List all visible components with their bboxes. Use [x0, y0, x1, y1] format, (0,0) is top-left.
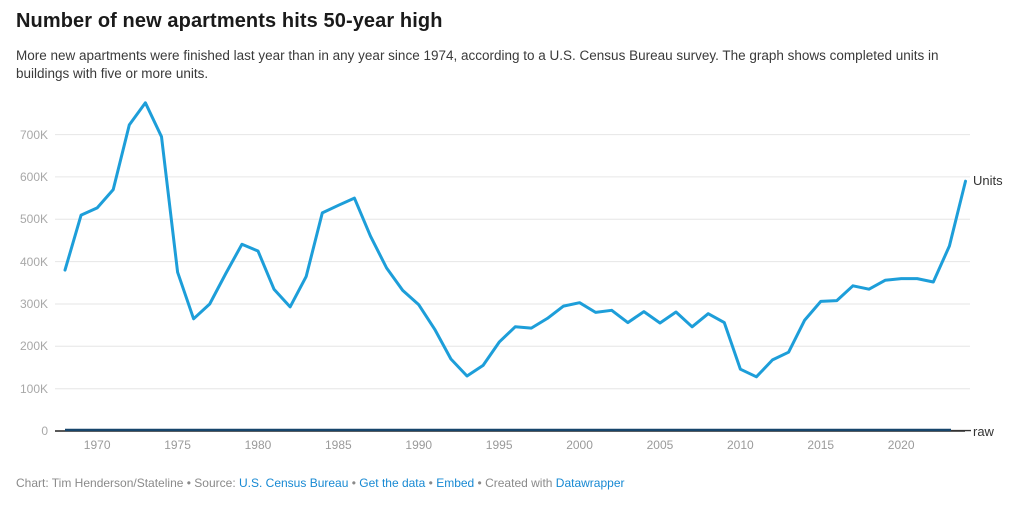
footer-separator: • — [348, 476, 360, 490]
footer-separator: • — [474, 476, 486, 490]
y-axis-tick-label: 100K — [19, 381, 48, 396]
footer-separator: • — [183, 476, 195, 490]
y-axis-tick-label: 0 — [41, 424, 48, 438]
footer-separator: • — [425, 476, 437, 490]
x-axis-tick-label: 2010 — [727, 438, 754, 452]
y-axis-tick-label: 400K — [19, 254, 48, 269]
y-axis-tick-label: 700K — [19, 127, 48, 142]
x-axis-tick-label: 2000 — [566, 438, 593, 452]
x-axis-tick-label: 1990 — [405, 438, 433, 452]
footer: Chart: Tim Henderson/Stateline • Source:… — [16, 476, 625, 490]
chart-subtitle: More new apartments were finished last y… — [16, 48, 939, 82]
footer-source-label: Source: — [194, 476, 239, 490]
footer-link-census[interactable]: U.S. Census Bureau — [239, 476, 349, 490]
x-axis-tick-label: 2015 — [807, 438, 835, 452]
x-axis-tick-label: 1975 — [164, 438, 191, 452]
footer-link-embed[interactable]: Embed — [436, 476, 475, 490]
units-line-series — [63, 101, 967, 379]
y-axis-tick-label: 600K — [19, 169, 48, 184]
page-title: Number of new apartments hits 50-year hi… — [16, 10, 443, 32]
x-axis-tick-label: 1980 — [244, 438, 272, 452]
footer-link-datawrapper[interactable]: Datawrapper — [555, 476, 625, 490]
y-axis-tick-label: 200K — [19, 339, 48, 354]
x-axis-tick-label: 1970 — [83, 438, 111, 452]
series-label-raw: raw — [973, 424, 994, 439]
footer-created-with: Created with — [485, 476, 556, 490]
x-axis-tick-label: 2005 — [646, 438, 674, 452]
y-axis-tick-label: 300K — [19, 296, 48, 311]
footer-link-get-data[interactable]: Get the data — [359, 476, 426, 490]
x-axis-tick-label: 1985 — [325, 438, 352, 452]
series-label-units: Units — [973, 173, 1003, 189]
footer-byline: Chart: Tim Henderson/Stateline — [16, 476, 184, 490]
x-axis-tick-label: 2020 — [887, 438, 915, 452]
y-axis-tick-label: 500K — [19, 212, 48, 227]
x-axis-tick-label: 1995 — [485, 438, 513, 452]
